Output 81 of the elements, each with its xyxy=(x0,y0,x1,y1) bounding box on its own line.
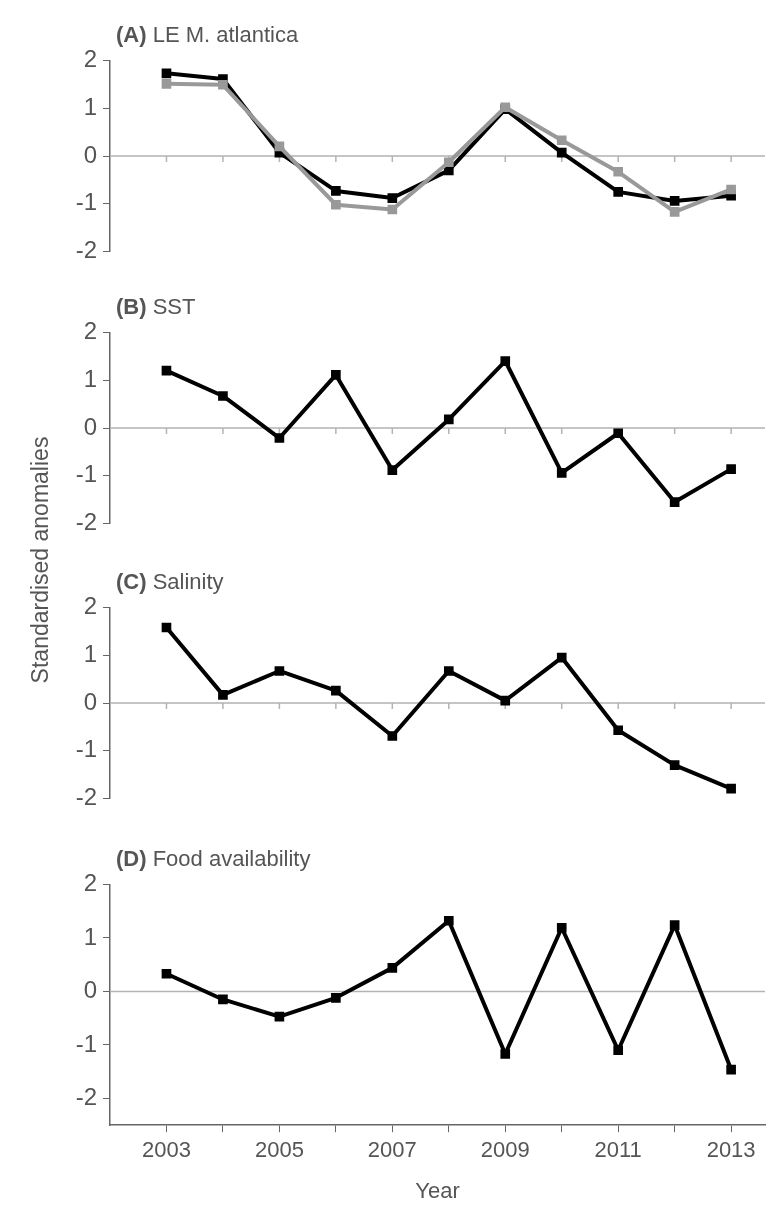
point xyxy=(726,464,736,474)
y-tick-label: -1 xyxy=(75,1029,97,1057)
y-tick-label: 2 xyxy=(83,592,97,620)
y-tick-label: -2 xyxy=(75,783,97,811)
point xyxy=(669,196,680,206)
point xyxy=(331,370,341,380)
point xyxy=(613,725,624,736)
point xyxy=(161,365,172,376)
y-tick-label: 0 xyxy=(83,687,97,715)
x-tick-label: 2011 xyxy=(594,1137,642,1163)
point xyxy=(161,68,172,79)
chart-title: (B) SST xyxy=(116,294,196,320)
point xyxy=(726,783,736,794)
y-tick-label: -1 xyxy=(75,188,97,216)
y-tick-label: 2 xyxy=(83,45,97,73)
point xyxy=(556,922,567,933)
point xyxy=(387,731,398,741)
y-tick-label: 2 xyxy=(83,869,97,897)
point xyxy=(218,391,228,401)
point xyxy=(387,204,398,215)
point xyxy=(274,1011,285,1022)
point xyxy=(218,994,228,1005)
point xyxy=(443,157,454,168)
point xyxy=(218,690,228,700)
point xyxy=(726,1064,736,1075)
point xyxy=(331,993,341,1003)
y-tick-label: 0 xyxy=(83,976,97,1004)
point xyxy=(161,78,172,89)
point xyxy=(161,968,172,979)
point xyxy=(443,915,454,926)
point xyxy=(500,695,511,706)
x-axis-title: Year xyxy=(415,1177,460,1203)
y-tick-label: 1 xyxy=(83,364,97,392)
y-tick-label: 2 xyxy=(83,317,97,345)
x-tick-label: 2003 xyxy=(141,1137,191,1163)
point xyxy=(556,147,567,158)
chart-title: (C) Salinity xyxy=(116,569,224,595)
y-tick-label: -2 xyxy=(75,1083,97,1111)
point xyxy=(500,356,511,366)
point xyxy=(443,666,454,676)
y-tick-label: 1 xyxy=(83,639,97,667)
point xyxy=(669,207,680,217)
point xyxy=(331,685,341,696)
x-tick-label: 2007 xyxy=(367,1137,417,1163)
point xyxy=(274,433,285,443)
point xyxy=(726,184,736,195)
point xyxy=(613,166,624,177)
chart-title: (A) LE M. atlantica xyxy=(116,22,299,48)
y-tick-label: -2 xyxy=(75,508,97,536)
point xyxy=(331,199,341,210)
point xyxy=(443,414,454,425)
y-tick-label: 0 xyxy=(83,140,97,168)
y-tick-label: -2 xyxy=(75,236,97,264)
point xyxy=(387,193,398,203)
point xyxy=(669,497,680,507)
point xyxy=(669,760,680,770)
point xyxy=(613,1045,624,1056)
y-tick-label: -1 xyxy=(75,460,97,488)
point xyxy=(669,920,680,930)
point xyxy=(613,428,624,439)
point xyxy=(274,666,285,676)
x-tick-label: 2005 xyxy=(254,1137,304,1163)
x-tick-label: 2013 xyxy=(706,1137,756,1163)
y-tick-label: 1 xyxy=(83,922,97,950)
x-tick-label: 2009 xyxy=(480,1137,530,1163)
point xyxy=(556,652,567,663)
point xyxy=(161,622,172,633)
point xyxy=(500,1049,511,1059)
point xyxy=(274,141,285,152)
point xyxy=(613,187,624,197)
y-tick-label: -1 xyxy=(75,735,97,763)
chart-title: (D) Food availability xyxy=(116,846,311,872)
point xyxy=(556,135,567,146)
y-tick-label: 0 xyxy=(83,412,97,440)
point xyxy=(387,963,398,973)
point xyxy=(331,186,341,196)
point xyxy=(218,79,228,90)
point xyxy=(387,465,398,475)
y-tick-label: 1 xyxy=(83,92,97,120)
y-axis-title: Standardised anomalies xyxy=(26,436,54,684)
point xyxy=(556,468,567,478)
